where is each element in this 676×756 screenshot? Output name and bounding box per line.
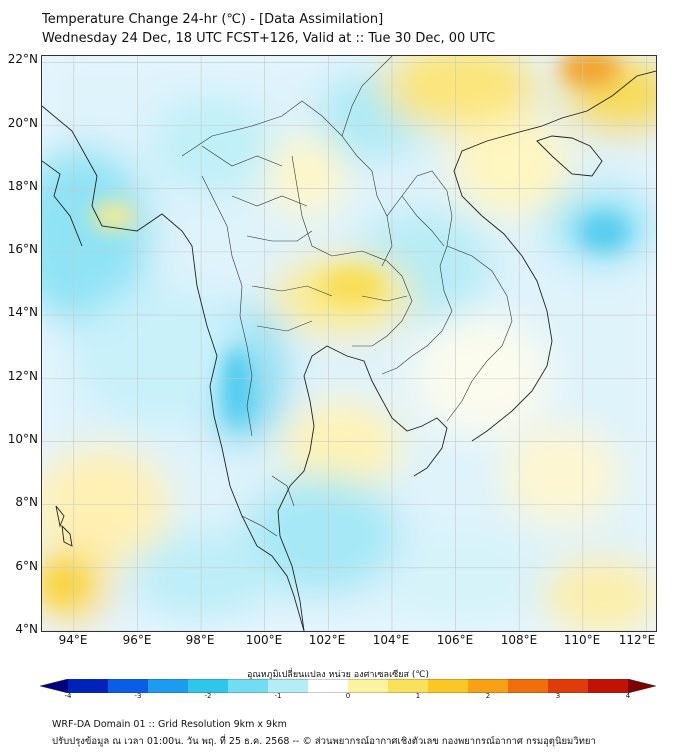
colorbar-title: อุณหภูมิเปลี่ยนแปลง หน่วย องศาเซลเซียส (… bbox=[246, 670, 430, 680]
colorbar-cell bbox=[68, 679, 109, 693]
lat-label: 14°N bbox=[7, 305, 38, 319]
borders bbox=[181, 56, 513, 537]
lat-label: 22°N bbox=[7, 52, 38, 66]
lat-label: 16°N bbox=[7, 242, 38, 256]
temperature-field bbox=[42, 56, 656, 631]
coastlines bbox=[42, 70, 656, 631]
colorbar-cell bbox=[188, 679, 229, 693]
colorbar-min-arrow bbox=[40, 679, 68, 693]
colorbar-cell bbox=[348, 679, 389, 693]
lat-label: 6°N bbox=[15, 559, 38, 573]
colorbar-cell bbox=[228, 679, 269, 693]
colorbar-tick: -2 bbox=[204, 692, 212, 700]
lon-label: 94°E bbox=[58, 633, 88, 647]
lon-label: 96°E bbox=[122, 633, 152, 647]
colorbar-tick: 4 bbox=[625, 692, 631, 700]
colorbar-cell bbox=[468, 679, 509, 693]
colorbar-tick: -3 bbox=[134, 692, 142, 700]
lat-label: 4°N bbox=[15, 622, 38, 636]
colorbar-cell bbox=[308, 679, 349, 693]
lat-label: 8°N bbox=[15, 495, 38, 509]
colorbar-cell bbox=[108, 679, 149, 693]
temperature-change-map bbox=[42, 56, 656, 631]
colorbar-cell bbox=[148, 679, 189, 693]
lon-label: 106°E bbox=[436, 633, 474, 647]
colorbar bbox=[40, 679, 656, 693]
map-subtitle: Wednesday 24 Dec, 18 UTC FCST+126, Valid… bbox=[42, 31, 496, 46]
graticule bbox=[42, 56, 656, 631]
map-canvas[interactable] bbox=[41, 55, 657, 632]
lon-label: 108°E bbox=[500, 633, 538, 647]
lat-label: 12°N bbox=[7, 369, 38, 383]
map-title: Temperature Change 24-hr (℃) - [Data Ass… bbox=[42, 12, 384, 27]
colorbar-cell bbox=[508, 679, 549, 693]
colorbar-tick: 1 bbox=[415, 692, 421, 700]
footer-model-info: WRF-DA Domain 01 :: Grid Resolution 9km … bbox=[52, 719, 287, 730]
lon-label: 102°E bbox=[308, 633, 346, 647]
lon-label: 98°E bbox=[185, 633, 215, 647]
colorbar-tick: 3 bbox=[555, 692, 561, 700]
lat-label: 20°N bbox=[7, 116, 38, 130]
lon-label: 100°E bbox=[245, 633, 283, 647]
colorbar-cell bbox=[588, 679, 629, 693]
colorbar-max-arrow bbox=[628, 679, 656, 693]
lat-label: 10°N bbox=[7, 432, 38, 446]
colorbar-cell bbox=[388, 679, 429, 693]
colorbar-cell bbox=[428, 679, 469, 693]
colorbar-cell bbox=[268, 679, 309, 693]
temperature-hotspots bbox=[42, 56, 630, 606]
colorbar-tick: -1 bbox=[274, 692, 282, 700]
lon-label: 110°E bbox=[563, 633, 601, 647]
colorbar-tick: 0 bbox=[345, 692, 351, 700]
lat-label: 18°N bbox=[7, 179, 38, 193]
colorbar-tick: 2 bbox=[485, 692, 491, 700]
lon-label: 104°E bbox=[372, 633, 410, 647]
colorbar-tick: -4 bbox=[64, 692, 72, 700]
colorbar-cell bbox=[548, 679, 589, 693]
lon-label: 112°E bbox=[618, 633, 656, 647]
footer-credit: ปรับปรุงข้อมูล ณ เวลา 01:00น. วัน พฤ. ที… bbox=[52, 736, 596, 747]
